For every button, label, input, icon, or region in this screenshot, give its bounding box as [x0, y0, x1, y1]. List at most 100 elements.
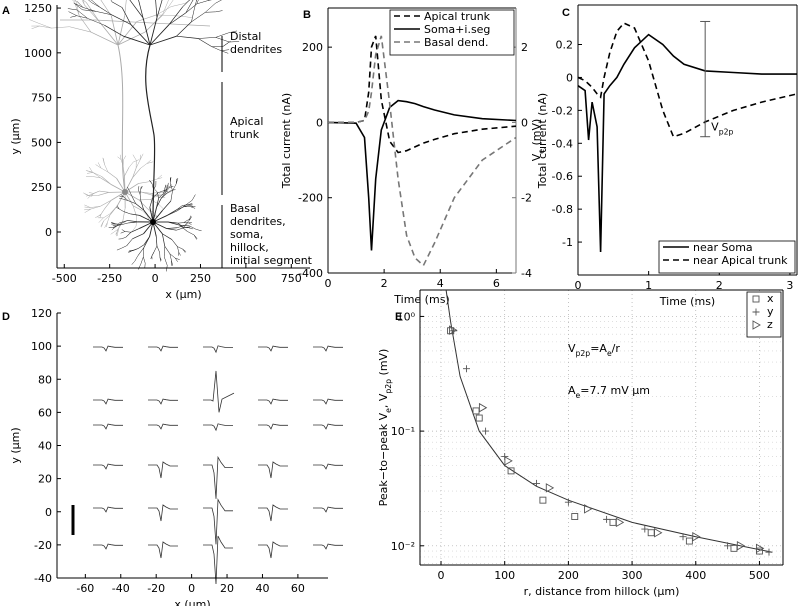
- x-axis-label: x (µm): [174, 598, 210, 606]
- y-axis-label: Peak−to−peak Ve, Vp2p (mV): [377, 349, 393, 507]
- apical-trunk: [145, 44, 156, 223]
- neurite: [163, 188, 166, 194]
- neurite: [139, 153, 144, 161]
- legend-label: z: [767, 318, 773, 331]
- annotation-line: Basal: [230, 202, 260, 215]
- neurite: [123, 155, 127, 160]
- neurite: [198, 37, 216, 39]
- neurite: [115, 223, 122, 225]
- neurite: [31, 25, 40, 29]
- neurite: [130, 228, 140, 233]
- trace: [258, 504, 288, 522]
- neurite: [198, 38, 212, 47]
- equation: Ae=7.7 mV µm: [568, 384, 650, 400]
- neurite: [189, 205, 193, 207]
- y-tick-label: -0.4: [552, 137, 573, 150]
- neurite: [90, 193, 94, 197]
- panel-letter: E: [395, 311, 402, 323]
- trace: [148, 398, 178, 405]
- y-tick-label: 0: [45, 506, 52, 519]
- trace: [313, 398, 343, 405]
- neurite: [170, 190, 173, 202]
- x-tick-label: 0: [152, 272, 159, 285]
- neurite: [143, 256, 146, 264]
- trace: [258, 541, 288, 559]
- neurite: [164, 184, 166, 189]
- neurite: [149, 35, 177, 46]
- trace: [203, 535, 233, 585]
- y-tick-label: -0.2: [552, 104, 573, 117]
- x-axis-label: r, distance from hillock (µm): [524, 585, 680, 598]
- neurite: [106, 222, 108, 228]
- trace: [148, 504, 178, 522]
- y-tick-label: 10⁻¹: [391, 425, 415, 438]
- x-tick-label: -60: [76, 582, 94, 595]
- neurite: [149, 17, 158, 46]
- x-tick-label: 750: [281, 272, 302, 285]
- neurite: [87, 18, 105, 26]
- neurite: [163, 191, 173, 195]
- equation: Vp2p=Ae/r: [568, 342, 620, 358]
- neurite: [117, 21, 138, 46]
- y2-tick-label: 2: [521, 41, 528, 54]
- text-part: /r: [612, 342, 621, 355]
- neurite: [88, 0, 92, 3]
- neurite: [133, 248, 139, 251]
- trace: [148, 345, 178, 352]
- neurite: [86, 172, 93, 174]
- neurite: [89, 195, 99, 197]
- neurite: [139, 194, 142, 201]
- annotation-line: trunk: [230, 128, 260, 141]
- x-tick-label: 250: [190, 272, 211, 285]
- neurite: [143, 247, 145, 257]
- x-axis-label: Time (ms): [393, 293, 449, 306]
- neurite: [124, 231, 132, 233]
- marker: [539, 496, 547, 504]
- neurite: [116, 228, 119, 236]
- trace: [93, 345, 123, 352]
- neurite: [177, 222, 184, 224]
- neurite: [121, 222, 129, 225]
- neurite: [156, 245, 160, 253]
- x-tick-label: 300: [622, 569, 643, 582]
- legend-box: [389, 9, 515, 56]
- text-part: (mV): [377, 349, 390, 379]
- neurite: [100, 208, 105, 216]
- x-tick-label: 2: [381, 277, 388, 290]
- neurite: [82, 0, 87, 3]
- trace: [93, 398, 123, 405]
- neurite: [101, 176, 112, 185]
- neurite: [72, 0, 75, 2]
- x-tick-label: 3: [786, 279, 793, 292]
- neurite: [117, 156, 122, 160]
- neurite: [196, 0, 199, 5]
- marker: [641, 525, 649, 533]
- x-tick-label: 100: [494, 569, 515, 582]
- neurite: [182, 225, 186, 229]
- marker: [692, 531, 701, 542]
- neurite: [89, 167, 93, 173]
- neurite: [83, 7, 97, 12]
- neurite: [190, 206, 196, 209]
- neurite: [140, 191, 154, 196]
- neurite: [143, 236, 150, 248]
- neurite: [124, 0, 127, 16]
- neurite: [139, 154, 141, 161]
- trace: [93, 543, 123, 550]
- neurite: [167, 221, 180, 226]
- neurite: [146, 215, 150, 220]
- apical-trunk: [117, 44, 126, 193]
- trace: [313, 345, 343, 352]
- x-tick-label: 4: [437, 277, 444, 290]
- neurite: [128, 221, 139, 224]
- neurite: [98, 192, 110, 196]
- neurite: [131, 225, 137, 233]
- text-part: =A: [590, 342, 607, 355]
- neurite: [138, 0, 144, 18]
- y-tick-label: 10⁻²: [391, 540, 415, 553]
- marker: [545, 483, 555, 493]
- neurite: [97, 162, 102, 169]
- neurite: [149, 180, 153, 185]
- neurite: [119, 208, 124, 212]
